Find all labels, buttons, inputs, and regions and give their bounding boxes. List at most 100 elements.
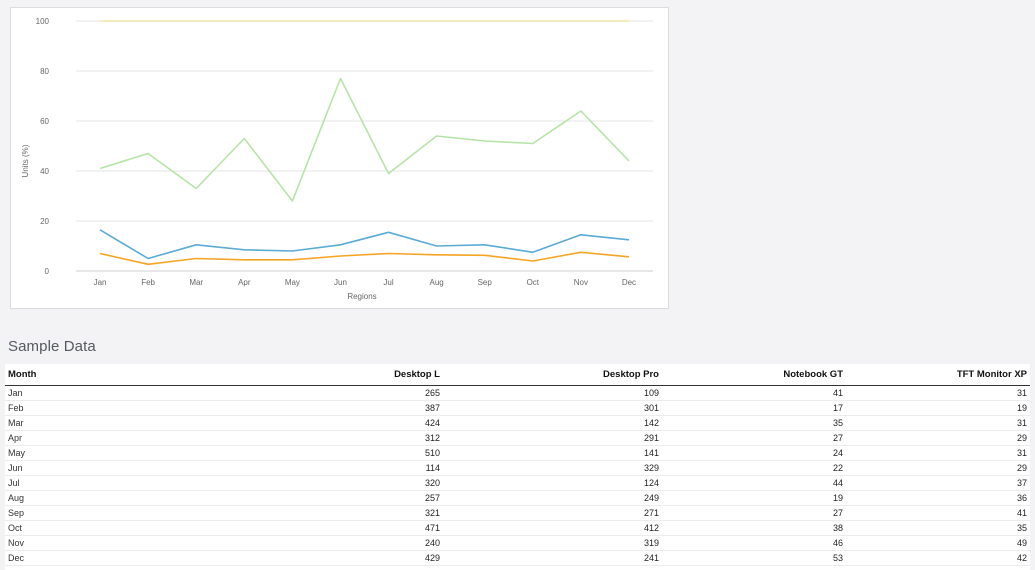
column-header-desktop-l[interactable]: Desktop L [224, 364, 443, 386]
table-cell-value: 36 [846, 490, 1030, 506]
y-tick-label: 60 [40, 117, 49, 126]
x-tick-label: Mar [189, 278, 203, 287]
table-row: Oct 471 412 38 35 [5, 520, 1030, 536]
table-cell-value: 38 [662, 520, 846, 536]
table-row: Dec 429 241 53 42 [5, 550, 1030, 566]
table-cell-month: Sep [5, 505, 224, 521]
x-tick-label: Feb [141, 278, 155, 287]
table-cell-value: 24 [662, 445, 846, 461]
data-table: Month Desktop L Desktop Pro Notebook GT … [5, 364, 1030, 566]
table-row: Nov 240 319 46 49 [5, 535, 1030, 551]
table-cell-month: Nov [5, 535, 224, 551]
table-cell-value: 44 [662, 475, 846, 491]
section-title: Sample Data [8, 338, 96, 355]
table-cell-value: 41 [662, 385, 846, 401]
series-line-1 [99, 77, 630, 202]
table-cell-value: 257 [224, 490, 443, 506]
y-tick-label: 0 [45, 267, 50, 276]
series-line-2 [99, 229, 630, 260]
table-row: Jan 265 109 41 31 [5, 385, 1030, 401]
table-row: May 510 141 24 31 [5, 445, 1030, 461]
table-row: Feb 387 301 17 19 [5, 400, 1030, 416]
table-cell-month: Mar [5, 415, 224, 431]
column-header-notebook-gt[interactable]: Notebook GT [662, 364, 846, 386]
x-tick-label: Jan [94, 278, 107, 287]
table-cell-value: 31 [846, 385, 1030, 401]
x-tick-label: Apr [238, 278, 251, 287]
table-cell-month: Feb [5, 400, 224, 416]
table-cell-value: 265 [224, 385, 443, 401]
table-cell-month: May [5, 445, 224, 461]
table-cell-value: 27 [662, 505, 846, 521]
table-cell-value: 320 [224, 475, 443, 491]
table-cell-value: 429 [224, 550, 443, 566]
table-row: Jun 114 329 22 29 [5, 460, 1030, 476]
table-cell-value: 142 [443, 415, 662, 431]
series-line-3 [99, 251, 630, 266]
table-cell-value: 321 [224, 505, 443, 521]
table-header-row: Month Desktop L Desktop Pro Notebook GT … [5, 364, 1030, 386]
table-cell-month: Jan [5, 385, 224, 401]
x-tick-label: Dec [622, 278, 636, 287]
x-tick-label: Jul [383, 278, 393, 287]
table-cell-value: 424 [224, 415, 443, 431]
table-cell-value: 17 [662, 400, 846, 416]
table-body: Jan 265 109 41 31 Feb 387 301 17 19 Mar 424 142 35 31 A… [5, 385, 1030, 566]
chart-card: 0 20 40 60 80 100 Jan Feb Mar Apr May Jun Jul Aug Sep O… [10, 7, 669, 309]
table-cell-value: 124 [443, 475, 662, 491]
table-cell-value: 42 [846, 550, 1030, 566]
table-cell-month: Aug [5, 490, 224, 506]
y-tick-label: 20 [40, 217, 49, 226]
y-tick-label: 100 [36, 17, 50, 26]
table-cell-value: 109 [443, 385, 662, 401]
table-cell-value: 31 [846, 445, 1030, 461]
table-cell-value: 46 [662, 535, 846, 551]
x-tick-label: Nov [574, 278, 588, 287]
table-cell-value: 29 [846, 460, 1030, 476]
table-cell-value: 240 [224, 535, 443, 551]
table-cell-value: 114 [224, 460, 443, 476]
x-tick-label: Sep [478, 278, 493, 287]
table-row: Jul 320 124 44 37 [5, 475, 1030, 491]
table-cell-value: 19 [846, 400, 1030, 416]
table-cell-value: 312 [224, 430, 443, 446]
table-cell-value: 35 [846, 520, 1030, 536]
table-cell-value: 319 [443, 535, 662, 551]
table-cell-value: 22 [662, 460, 846, 476]
table-cell-value: 412 [443, 520, 662, 536]
table-row: Sep 321 271 27 41 [5, 505, 1030, 521]
table-cell-value: 27 [662, 430, 846, 446]
line-chart: 0 20 40 60 80 100 Jan Feb Mar Apr May Jun Jul Aug Sep O… [21, 17, 653, 301]
column-header-tft-monitor-xp[interactable]: TFT Monitor XP [846, 364, 1030, 386]
y-axis-label: Units (%) [21, 144, 30, 177]
table-row: Apr 312 291 27 29 [5, 430, 1030, 446]
table-cell-value: 141 [443, 445, 662, 461]
table-cell-value: 249 [443, 490, 662, 506]
data-table-container: Month Desktop L Desktop Pro Notebook GT … [5, 364, 1030, 570]
table-cell-month: Dec [5, 550, 224, 566]
table-cell-value: 49 [846, 535, 1030, 551]
table-cell-value: 387 [224, 400, 443, 416]
table-cell-value: 241 [443, 550, 662, 566]
table-cell-value: 29 [846, 430, 1030, 446]
table-cell-value: 31 [846, 415, 1030, 431]
y-tick-label: 40 [40, 167, 49, 176]
column-header-desktop-pro[interactable]: Desktop Pro [443, 364, 662, 386]
x-tick-label: Oct [527, 278, 540, 287]
table-row: Aug 257 249 19 36 [5, 490, 1030, 506]
table-cell-value: 329 [443, 460, 662, 476]
x-tick-label: May [285, 278, 300, 287]
table-cell-value: 41 [846, 505, 1030, 521]
column-header-month[interactable]: Month [5, 364, 224, 386]
table-cell-month: Oct [5, 520, 224, 536]
table-cell-month: Apr [5, 430, 224, 446]
table-cell-month: Jun [5, 460, 224, 476]
x-tick-label: Aug [430, 278, 444, 287]
table-cell-value: 271 [443, 505, 662, 521]
table-cell-value: 471 [224, 520, 443, 536]
table-cell-value: 53 [662, 550, 846, 566]
table-cell-value: 35 [662, 415, 846, 431]
x-axis-label: Regions [347, 292, 376, 301]
table-row: Mar 424 142 35 31 [5, 415, 1030, 431]
table-cell-value: 510 [224, 445, 443, 461]
